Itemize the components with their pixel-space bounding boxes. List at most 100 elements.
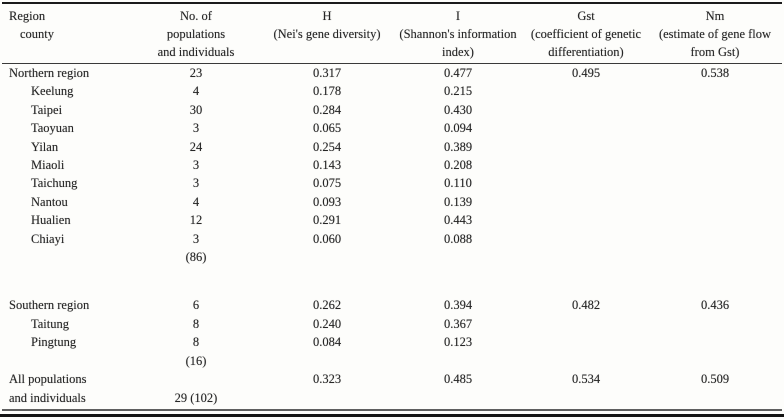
cell-gst xyxy=(524,333,648,351)
cell-region: Pingtung xyxy=(31,335,77,350)
cell-n: 8 xyxy=(192,316,200,331)
cell-h: 0.291 xyxy=(312,213,342,228)
header-cell-nm: Nm xyxy=(705,9,725,23)
cell-nm xyxy=(648,156,782,174)
cell-region xyxy=(2,266,130,296)
cell-nm xyxy=(648,266,782,296)
cell-n: 4 xyxy=(192,84,200,99)
bottom-rule-thin xyxy=(2,409,782,411)
cell-region xyxy=(2,248,130,266)
table-row: Taitung 8 0.240 0.367 xyxy=(2,315,782,333)
header-cell-region: county xyxy=(20,27,55,41)
cell-h: 0.060 xyxy=(312,231,342,246)
cell-h xyxy=(262,352,392,370)
cell-gst xyxy=(524,138,648,156)
cell-nm: 0.538 xyxy=(700,66,730,80)
cell-i: 0.430 xyxy=(443,102,473,117)
cell-i: 0.088 xyxy=(443,231,473,246)
table-header-row: and individuals index) differentiation) fro… xyxy=(2,43,782,64)
cell-n: 3 xyxy=(192,176,200,191)
header-cell-nm: (estimate of gene flow xyxy=(658,27,772,41)
cell-i: 0.443 xyxy=(443,213,473,228)
cell-i: 0.485 xyxy=(443,372,473,387)
cell-region: Hualien xyxy=(31,213,71,228)
cell-region: Taipei xyxy=(31,102,63,117)
cell-n: (86) xyxy=(185,250,207,265)
cell-nm xyxy=(648,119,782,137)
cell-gst: 0.534 xyxy=(571,372,601,387)
header-cell-i: I xyxy=(455,9,461,23)
table-row: Hualien 12 0.291 0.443 xyxy=(2,211,782,229)
header-cell-n: No. of xyxy=(180,9,212,23)
cell-nm xyxy=(648,211,782,229)
cell-n: 8 xyxy=(192,335,200,350)
cell-gst xyxy=(524,193,648,211)
cell-n: 6 xyxy=(192,298,200,313)
cell-region: Taitung xyxy=(31,316,70,331)
cell-region: Northern region xyxy=(9,66,90,80)
cell-h: 0.254 xyxy=(312,139,342,154)
table-row: Southern region 6 0.262 0.394 0.482 0.436 xyxy=(2,296,782,314)
cell-region: Southern region xyxy=(9,298,90,313)
cell-region xyxy=(2,352,130,370)
cell-gst xyxy=(524,266,648,296)
table-row: Taichung 3 0.075 0.110 xyxy=(2,174,782,192)
table-row: Nantou 4 0.093 0.139 xyxy=(2,193,782,211)
table-row: Chiayi 3 0.060 0.088 xyxy=(2,230,782,248)
table-header-row: Region No. of H I Gst Nm xyxy=(2,3,782,25)
header-cell-gst: (coefficient of genetic xyxy=(530,27,642,41)
cell-region: Miaoli xyxy=(31,158,65,173)
table-row: Keelung 4 0.178 0.215 xyxy=(2,82,782,100)
bottom-rule-thick xyxy=(0,414,784,417)
cell-h: 0.284 xyxy=(312,102,342,117)
cell-nm xyxy=(648,174,782,192)
cell-nm xyxy=(648,138,782,156)
table-row: and individuals 29 (102) xyxy=(2,389,782,407)
table-header-row: county populations (Nei's gene diversity) (… xyxy=(2,25,782,43)
cell-n: 3 xyxy=(192,158,200,173)
table-row: (16) xyxy=(2,352,782,370)
header-cell-nm: from Gst) xyxy=(648,43,782,64)
table-row: Pingtung 8 0.084 0.123 xyxy=(2,333,782,351)
genetic-diversity-table: Region No. of H I Gst Nm county populations (Nei… xyxy=(2,2,782,407)
header-cell-h: H xyxy=(322,9,332,23)
cell-i: 0.123 xyxy=(443,335,473,350)
header-cell-n: populations xyxy=(166,27,226,41)
cell-n: 3 xyxy=(192,231,200,246)
table-row: All populations 0.323 0.485 0.534 0.509 xyxy=(2,370,782,388)
header-cell-i: index) xyxy=(392,43,524,64)
cell-i: 0.094 xyxy=(443,121,473,136)
cell-region: All populations xyxy=(9,372,87,387)
table-row: Taoyuan 3 0.065 0.094 xyxy=(2,119,782,137)
cell-region: and individuals xyxy=(9,390,86,405)
cell-nm xyxy=(648,193,782,211)
cell-nm xyxy=(648,230,782,248)
cell-i xyxy=(392,389,524,407)
cell-i xyxy=(392,248,524,266)
cell-gst xyxy=(524,101,648,119)
cell-h: 0.143 xyxy=(312,158,342,173)
table-row: Miaoli 3 0.143 0.208 xyxy=(2,156,782,174)
cell-h: 0.323 xyxy=(312,372,342,387)
cell-nm xyxy=(648,389,782,407)
cell-n: 24 xyxy=(189,139,203,154)
header-cell-i: (Shannon's information xyxy=(399,27,517,41)
cell-nm: 0.436 xyxy=(700,298,730,313)
header-cell-n: and individuals xyxy=(130,43,262,64)
cell-n: (16) xyxy=(185,353,207,368)
cell-gst xyxy=(524,230,648,248)
cell-i: 0.394 xyxy=(443,298,473,313)
cell-gst xyxy=(524,156,648,174)
cell-n: 4 xyxy=(192,194,200,209)
cell-nm xyxy=(648,352,782,370)
cell-i: 0.477 xyxy=(443,66,473,80)
cell-h: 0.084 xyxy=(312,335,342,350)
cell-gst xyxy=(524,315,648,333)
table-row: Taipei 30 0.284 0.430 xyxy=(2,101,782,119)
cell-i: 0.139 xyxy=(443,194,473,209)
cell-region: Chiayi xyxy=(31,231,65,246)
cell-gst xyxy=(524,211,648,229)
header-cell-gst: Gst xyxy=(577,9,595,23)
cell-i: 0.389 xyxy=(443,139,473,154)
